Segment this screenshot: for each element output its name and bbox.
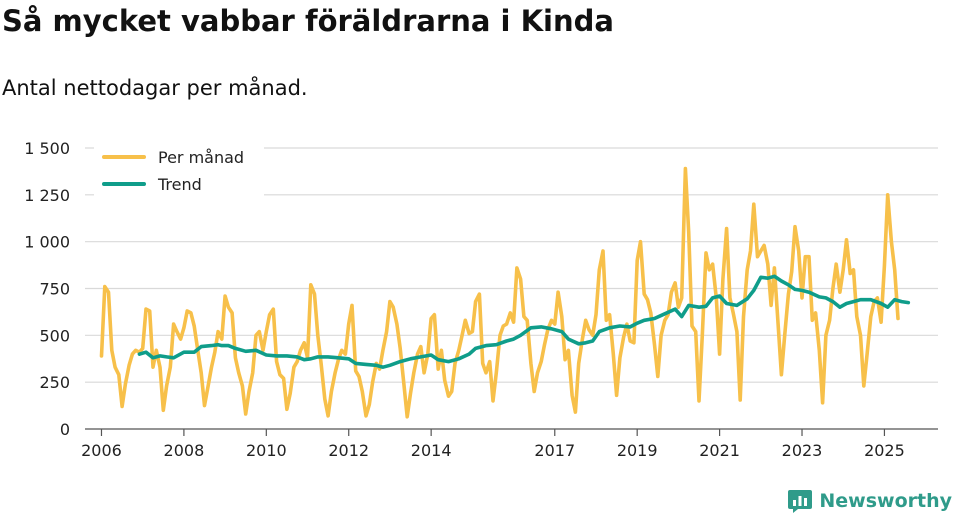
x-tick-label: 2010: [246, 441, 287, 460]
series-line-trend: [137, 274, 911, 369]
y-tick-label: 250: [39, 373, 70, 392]
y-tick-label: 0: [60, 420, 70, 439]
brand-name: Newsworthy: [819, 490, 952, 512]
page-subtitle: Antal nettodagar per månad.: [2, 76, 308, 100]
y-tick-label: 500: [39, 326, 70, 345]
legend-background: [94, 140, 264, 198]
x-tick-label: 2014: [411, 441, 452, 460]
x-axis-ticks: 2006 2008 2010 2012 2014 2017 2019 2021 2023 2025: [81, 429, 905, 460]
series-lines: [99, 166, 911, 419]
x-tick-label: 2025: [864, 441, 905, 460]
y-tick-label: 1 500: [24, 139, 70, 158]
y-tick-label: 1 000: [24, 233, 70, 252]
series-line-per-month: [99, 166, 900, 419]
chart-legend: Per månad Trend: [94, 140, 264, 198]
x-tick-label: 2019: [617, 441, 658, 460]
legend-label-trend: Trend: [157, 175, 202, 194]
y-axis-ticks: 0 250 500 750 1 000 1 250 1 500: [24, 139, 70, 439]
y-tick-label: 1 250: [24, 186, 70, 205]
legend-label-per-month: Per månad: [158, 148, 244, 167]
x-tick-label: 2012: [328, 441, 369, 460]
chart-bubble-icon: [788, 490, 813, 513]
newsworthy-logo: Newsworthy: [787, 488, 952, 514]
x-tick-label: 2017: [534, 441, 575, 460]
page-title: Så mycket vabbar föräldrarna i Kinda: [2, 4, 614, 38]
x-tick-label: 2021: [699, 441, 740, 460]
y-tick-label: 750: [39, 280, 70, 299]
x-tick-label: 2006: [81, 441, 122, 460]
x-tick-label: 2023: [782, 441, 823, 460]
x-tick-label: 2008: [164, 441, 205, 460]
